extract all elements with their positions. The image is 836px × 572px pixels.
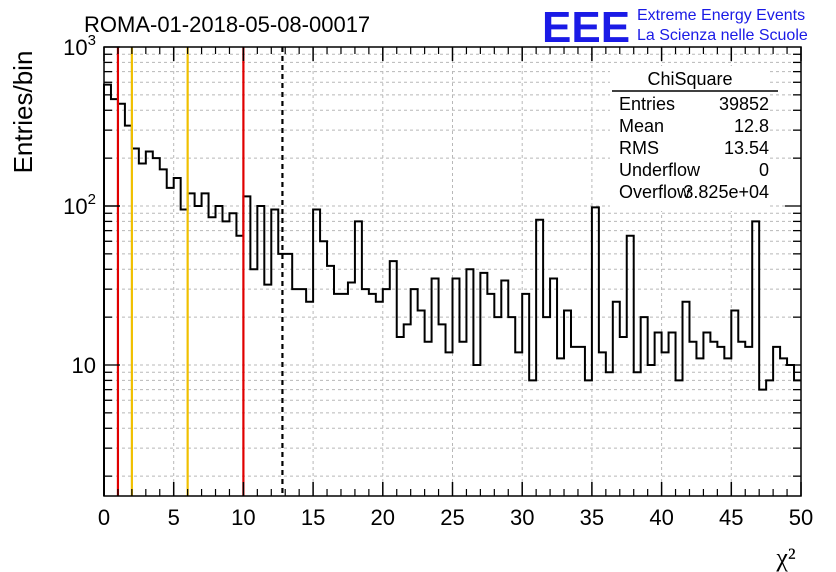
x-axis: 0 5 10 15 20 25 30 35 40 45 50 <box>98 47 813 530</box>
x-tick-label: 25 <box>440 505 464 530</box>
stats-value: 39852 <box>719 94 769 114</box>
stats-box-bg <box>610 66 770 211</box>
stats-value: 13.54 <box>724 138 769 158</box>
stats-title: ChiSquare <box>647 69 732 89</box>
x-tick-label: 30 <box>510 505 534 530</box>
stats-rows: Entries 39852 Mean 12.8 RMS 13.54 Underflow 0 Ov… <box>619 94 769 202</box>
stats-value: 12.8 <box>734 116 769 136</box>
x-tick-label: 20 <box>371 505 395 530</box>
logo-line-1: Extreme Energy Events <box>637 7 805 24</box>
stats-box: ChiSquare Entries 39852 Mean 12.8 RMS 13.54 Un… <box>610 66 778 211</box>
histogram-layer <box>103 83 801 496</box>
stats-label: Overflow <box>619 182 691 202</box>
x-tick-label: 15 <box>301 505 325 530</box>
stats-label: Entries <box>619 94 675 114</box>
histogram-outline <box>103 83 801 496</box>
stats-label: Underflow <box>619 160 701 180</box>
stats-value: 0 <box>759 160 769 180</box>
x-tick-label: 45 <box>719 505 743 530</box>
stats-label: Mean <box>619 116 664 136</box>
y-tick-label: 102 <box>63 191 96 219</box>
eee-logo: EEE Extreme Energy Events La Scienza nel… <box>542 3 808 52</box>
x-tick-label: 35 <box>580 505 604 530</box>
y-tick-label: 103 <box>63 32 96 60</box>
stats-label: RMS <box>619 138 659 158</box>
overlay-lines-layer <box>116 47 284 496</box>
stats-value: 3.825e+04 <box>683 182 769 202</box>
x-tick-label: 5 <box>168 505 180 530</box>
x-tick-label: 0 <box>98 505 110 530</box>
y-axis-label: Entries/bin <box>8 51 38 174</box>
x-tick-label: 10 <box>231 505 255 530</box>
x-axis-label: χ² <box>775 543 796 572</box>
x-tick-label: 50 <box>789 505 813 530</box>
chart-title: ROMA-01-2018-05-08-00017 <box>84 12 370 37</box>
logo-line-2: La Scienza nelle Scuole <box>637 27 808 44</box>
y-axis: 10 102 103 <box>63 32 801 477</box>
x-tick-label: 40 <box>649 505 673 530</box>
y-tick-label: 10 <box>72 353 96 378</box>
logo-mark: EEE <box>542 3 630 52</box>
